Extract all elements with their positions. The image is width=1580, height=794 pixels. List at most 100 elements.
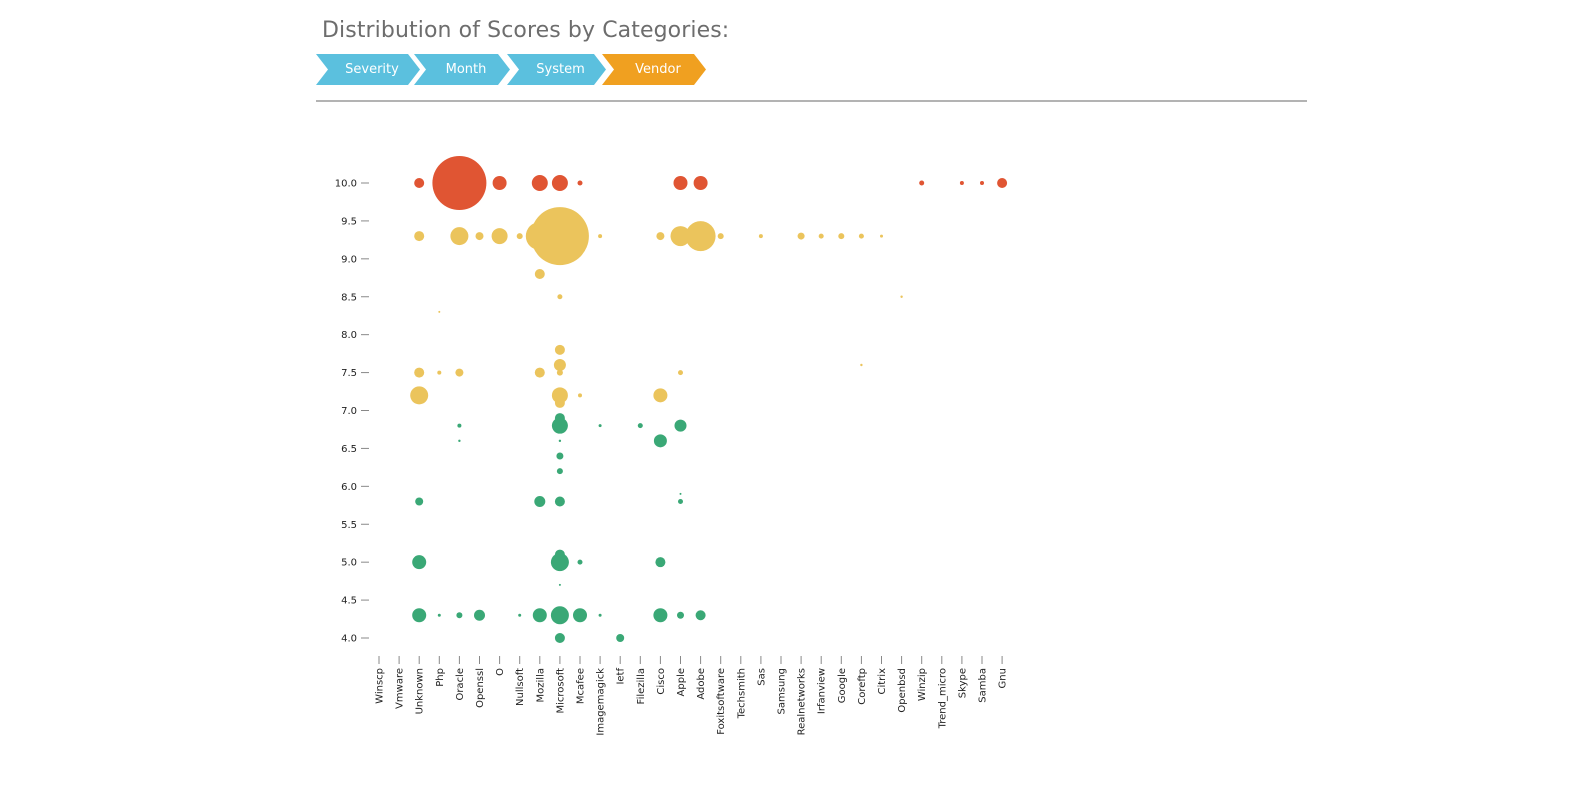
data-point[interactable] <box>438 310 441 313</box>
breadcrumb-system[interactable]: System <box>507 54 606 85</box>
data-point[interactable] <box>492 176 507 190</box>
data-point[interactable] <box>432 156 487 210</box>
data-point[interactable] <box>577 559 583 565</box>
data-point[interactable] <box>554 496 565 507</box>
data-point[interactable] <box>412 555 427 570</box>
data-point[interactable] <box>685 221 716 252</box>
data-point[interactable] <box>557 294 563 300</box>
data-point[interactable] <box>518 613 522 617</box>
data-point[interactable] <box>525 222 554 251</box>
x-tick-label: Openssl <box>475 668 486 708</box>
data-point[interactable] <box>860 363 863 367</box>
data-point[interactable] <box>415 497 424 506</box>
data-point[interactable] <box>959 181 964 185</box>
data-point[interactable] <box>674 419 687 432</box>
data-point[interactable] <box>550 606 569 625</box>
data-point[interactable] <box>414 231 425 242</box>
data-point[interactable] <box>553 252 566 265</box>
data-point[interactable] <box>656 232 665 241</box>
data-point[interactable] <box>530 207 589 266</box>
data-point[interactable] <box>673 176 688 190</box>
data-point[interactable] <box>551 175 568 191</box>
data-point[interactable] <box>797 232 805 240</box>
data-point[interactable] <box>534 496 546 507</box>
breadcrumb-month[interactable]: Month <box>414 54 510 85</box>
data-point[interactable] <box>598 613 602 617</box>
data-point[interactable] <box>838 233 845 240</box>
data-point[interactable] <box>553 359 566 371</box>
header-divider <box>316 100 1307 102</box>
data-point[interactable] <box>598 234 603 239</box>
data-point[interactable] <box>474 609 485 621</box>
data-point[interactable] <box>455 368 464 377</box>
data-point[interactable] <box>554 413 565 424</box>
data-point[interactable] <box>534 367 545 378</box>
data-point[interactable] <box>556 369 563 376</box>
data-point[interactable] <box>717 233 724 240</box>
data-point[interactable] <box>653 608 668 623</box>
data-point[interactable] <box>450 227 469 246</box>
data-point[interactable] <box>531 175 548 191</box>
x-tick-label: Unknown <box>415 668 426 714</box>
data-point[interactable] <box>410 386 429 405</box>
x-tick-label: Foxitsoftware <box>716 668 727 735</box>
data-point[interactable] <box>457 423 462 428</box>
breadcrumb-vendor[interactable]: Vendor <box>602 54 706 85</box>
y-tick-label: 9.5 <box>341 216 357 227</box>
data-point[interactable] <box>532 608 547 623</box>
breadcrumb-severity[interactable]: Severity <box>316 54 420 85</box>
data-point[interactable] <box>880 234 883 238</box>
data-point[interactable] <box>678 499 683 504</box>
data-point[interactable] <box>677 611 684 619</box>
data-point[interactable] <box>695 610 706 621</box>
data-point[interactable] <box>456 612 463 619</box>
data-point[interactable] <box>556 452 564 460</box>
data-point[interactable] <box>458 439 461 443</box>
x-tick-label: Apple <box>676 668 687 696</box>
data-point[interactable] <box>558 439 562 443</box>
data-point[interactable] <box>551 417 568 434</box>
y-tick-label: 8.5 <box>341 292 357 303</box>
data-point[interactable] <box>437 613 441 617</box>
data-point[interactable] <box>653 388 668 403</box>
data-point[interactable] <box>516 233 523 240</box>
data-point[interactable] <box>818 233 824 239</box>
data-point[interactable] <box>678 370 683 376</box>
data-point[interactable] <box>670 226 691 247</box>
data-point[interactable] <box>598 424 602 428</box>
data-point[interactable] <box>919 180 925 186</box>
data-point[interactable] <box>414 178 425 188</box>
data-point[interactable] <box>577 180 583 186</box>
data-point[interactable] <box>534 269 545 279</box>
data-point[interactable] <box>550 553 569 572</box>
data-point[interactable] <box>554 549 565 560</box>
y-tick-label: 6.5 <box>341 444 357 455</box>
data-point[interactable] <box>637 423 643 429</box>
data-point[interactable] <box>556 468 563 475</box>
data-point[interactable] <box>554 397 565 408</box>
data-point[interactable] <box>554 344 565 355</box>
data-point[interactable] <box>437 370 442 375</box>
data-point[interactable] <box>900 295 903 298</box>
data-point[interactable] <box>573 608 587 623</box>
data-point[interactable] <box>655 557 666 568</box>
data-point[interactable] <box>558 583 561 586</box>
data-point[interactable] <box>578 393 582 398</box>
data-point[interactable] <box>616 634 625 642</box>
x-tick-label: Gnu <box>998 668 1009 688</box>
data-point[interactable] <box>551 387 568 404</box>
data-point[interactable] <box>693 176 708 190</box>
data-point[interactable] <box>475 232 484 241</box>
data-point[interactable] <box>653 434 667 448</box>
data-point[interactable] <box>758 234 763 239</box>
data-point[interactable] <box>997 178 1008 188</box>
x-tick-label: Techsmith <box>736 668 747 719</box>
data-point[interactable] <box>412 608 427 623</box>
data-point[interactable] <box>980 181 984 185</box>
data-point[interactable] <box>414 367 425 378</box>
data-point[interactable] <box>554 633 565 643</box>
data-point[interactable] <box>858 233 864 239</box>
data-point[interactable] <box>491 228 508 245</box>
data-point[interactable] <box>679 492 682 495</box>
